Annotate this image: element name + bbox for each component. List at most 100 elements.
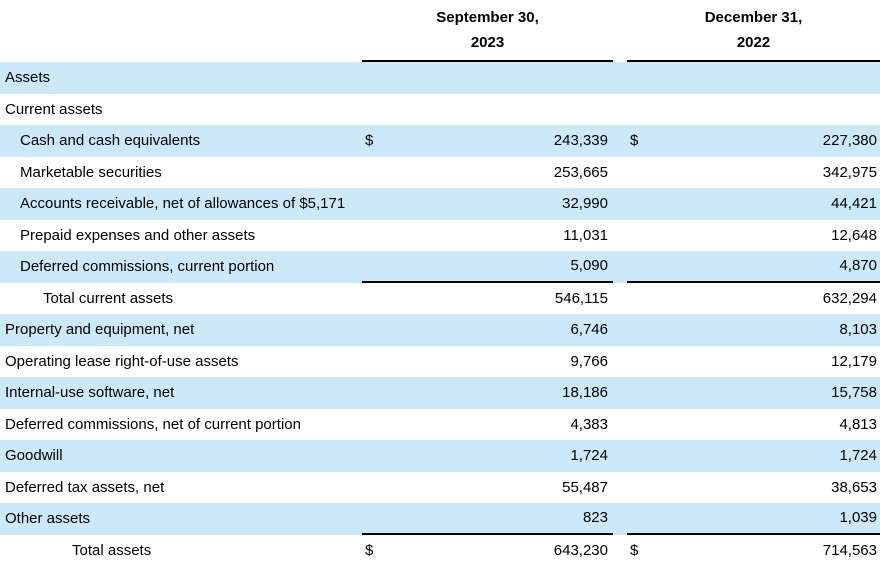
column-gap xyxy=(613,409,627,441)
value-cell-2023: 1,724 xyxy=(362,440,613,472)
row-label: Total assets xyxy=(72,541,152,559)
value-cell-2022: $ 714,563 xyxy=(627,535,880,567)
amount-2022: 12,179 xyxy=(831,352,877,370)
value-cell-2023: 11,031 xyxy=(362,220,613,252)
amount-2023: 55,487 xyxy=(562,478,608,496)
value-cell-2022: 4,870 xyxy=(627,251,880,283)
value-cell-2023: 55,487 xyxy=(362,472,613,504)
table-row: Total assets $ 643,230 $ 714,563 xyxy=(0,535,880,567)
value-cell-2022: $ 227,380 xyxy=(627,125,880,157)
amount-2023: 1,724 xyxy=(570,447,608,465)
row-label: Deferred commissions, net of current por… xyxy=(5,415,301,433)
amount-2023: 32,990 xyxy=(562,195,608,213)
amount-2023: 643,230 xyxy=(553,541,608,559)
column-gap xyxy=(613,535,627,567)
value-cell-2023 xyxy=(362,62,613,94)
row-label: Prepaid expenses and other assets xyxy=(20,226,256,244)
table-row: Assets xyxy=(0,62,880,94)
value-cell-2023 xyxy=(362,94,613,126)
value-cell-2022: 1,724 xyxy=(627,440,880,472)
value-cell-2022: 15,758 xyxy=(627,377,880,409)
table-row: Accounts receivable, net of allowances o… xyxy=(0,188,880,220)
value-cell-2023: 5,090 xyxy=(362,251,613,283)
header-col-sep2023: September 30, 2023 xyxy=(362,0,613,62)
value-cell-2022 xyxy=(627,62,880,94)
row-label: Goodwill xyxy=(5,447,63,465)
header-col2-line2: 2022 xyxy=(736,34,771,52)
value-cell-2022: 342,975 xyxy=(627,157,880,189)
amount-2022: 632,294 xyxy=(822,289,877,307)
column-gap xyxy=(613,440,627,472)
column-gap xyxy=(613,377,627,409)
row-label: Cash and cash equivalents xyxy=(20,132,201,150)
table-row: Marketable securities 253,665 342,975 xyxy=(0,157,880,189)
amount-2022: 1,039 xyxy=(839,509,877,527)
amount-2022: 342,975 xyxy=(822,163,877,181)
row-label: Total current assets xyxy=(43,289,174,307)
value-cell-2022: 632,294 xyxy=(627,283,880,315)
dollar-sign: $ xyxy=(630,541,639,559)
table-row: Deferred commissions, net of current por… xyxy=(0,409,880,441)
row-label: Other assets xyxy=(5,510,91,528)
amount-2023: 243,339 xyxy=(553,132,608,150)
row-label: Assets xyxy=(5,69,51,87)
balance-sheet-body: Assets Current assets Cash and cash equi… xyxy=(0,62,880,566)
amount-2022: 12,648 xyxy=(831,226,877,244)
header-column-gap xyxy=(613,0,627,62)
row-label: Marketable securities xyxy=(20,163,162,181)
value-cell-2023: 32,990 xyxy=(362,188,613,220)
column-gap xyxy=(613,94,627,126)
value-cell-2022: 38,653 xyxy=(627,472,880,504)
column-gap xyxy=(613,283,627,315)
dollar-sign: $ xyxy=(365,541,374,559)
amount-2022: 44,421 xyxy=(831,195,877,213)
column-gap xyxy=(613,251,627,283)
row-label: Deferred commissions, current portion xyxy=(20,258,275,276)
header-col2-line1: December 31, xyxy=(704,8,803,26)
row-label: Current assets xyxy=(5,100,103,118)
amount-2023: 823 xyxy=(582,509,608,527)
table-row: Internal-use software, net 18,186 15,758 xyxy=(0,377,880,409)
value-cell-2023: $ 243,339 xyxy=(362,125,613,157)
table-row: Total current assets 546,115 632,294 xyxy=(0,283,880,315)
column-gap xyxy=(613,346,627,378)
table-row: Deferred commissions, current portion 5,… xyxy=(0,251,880,283)
column-gap xyxy=(613,472,627,504)
value-cell-2022: 44,421 xyxy=(627,188,880,220)
column-gap xyxy=(613,503,627,535)
dollar-sign: $ xyxy=(365,132,374,150)
value-cell-2022: 12,648 xyxy=(627,220,880,252)
amount-2022: 714,563 xyxy=(822,541,877,559)
amount-2023: 6,746 xyxy=(570,321,608,339)
column-gap xyxy=(613,125,627,157)
table-header: September 30, 2023 December 31, 2022 xyxy=(0,0,880,62)
value-cell-2022: 12,179 xyxy=(627,346,880,378)
column-gap xyxy=(613,314,627,346)
value-cell-2023: 9,766 xyxy=(362,346,613,378)
row-label: Deferred tax assets, net xyxy=(5,478,165,496)
value-cell-2022: 8,103 xyxy=(627,314,880,346)
column-gap xyxy=(613,157,627,189)
amount-2023: 11,031 xyxy=(563,226,608,244)
row-label: Internal-use software, net xyxy=(5,384,175,402)
table-row: Prepaid expenses and other assets 11,031… xyxy=(0,220,880,252)
amount-2022: 1,724 xyxy=(839,447,877,465)
amount-2023: 253,665 xyxy=(553,163,608,181)
amount-2023: 4,383 xyxy=(570,415,608,433)
amount-2022: 4,870 xyxy=(839,257,877,275)
table-row: Deferred tax assets, net 55,487 38,653 xyxy=(0,472,880,504)
value-cell-2023: $ 643,230 xyxy=(362,535,613,567)
value-cell-2023: 4,383 xyxy=(362,409,613,441)
amount-2022: 227,380 xyxy=(822,132,877,150)
header-col-dec2022: December 31, 2022 xyxy=(627,0,880,62)
dollar-sign: $ xyxy=(630,132,639,150)
amount-2022: 38,653 xyxy=(831,478,877,496)
value-cell-2023: 546,115 xyxy=(362,283,613,315)
column-gap xyxy=(613,62,627,94)
value-cell-2023: 823 xyxy=(362,503,613,535)
amount-2023: 18,186 xyxy=(562,384,608,402)
header-label-spacer xyxy=(0,0,362,62)
table-row: Cash and cash equivalents $ 243,339 $ 22… xyxy=(0,125,880,157)
table-row: Property and equipment, net 6,746 8,103 xyxy=(0,314,880,346)
